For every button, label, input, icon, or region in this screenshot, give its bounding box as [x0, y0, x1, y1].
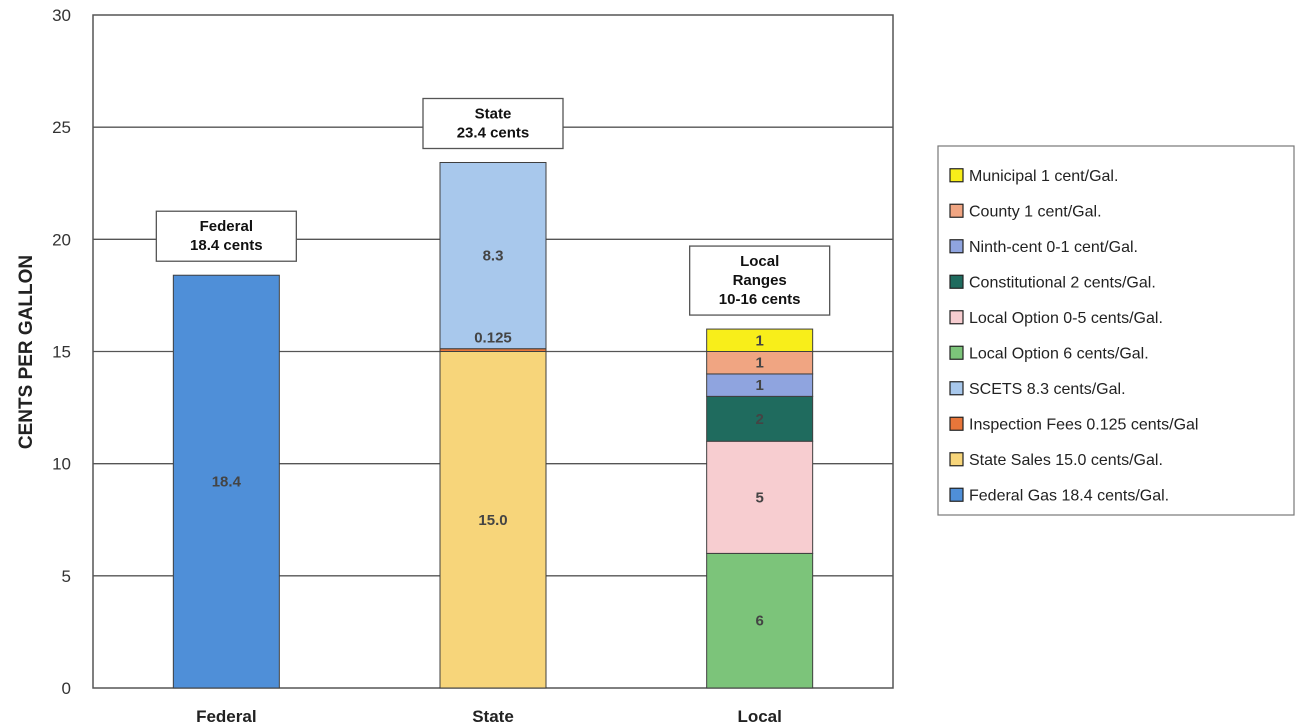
y-tick-label: 5: [62, 567, 71, 586]
segment-label: 18.4: [212, 474, 242, 491]
bars: [172, 161, 814, 689]
segment-label: 2: [755, 411, 763, 428]
legend-entry: Local Option 0-5 cents/Gal.: [969, 310, 1163, 327]
y-tick-label: 20: [52, 230, 71, 249]
segment-label: 1: [755, 332, 763, 349]
legend-entry: State Sales 15.0 cents/Gal.: [969, 452, 1163, 469]
legend-swatch-scets-8-3-cents-gal: [949, 381, 964, 396]
legend-entry: Municipal 1 cent/Gal.: [969, 168, 1118, 185]
segment-label: 6: [755, 613, 763, 630]
x-category-label: State: [472, 707, 514, 725]
legend-entry: Inspection Fees 0.125 cents/Gal: [969, 416, 1198, 433]
bar-segment-local-option-6-cents-gal: [706, 552, 814, 689]
callout-text: State: [475, 105, 512, 122]
bar-segment-local-option-0-5-cents-gal: [706, 440, 814, 554]
segment-label: 0.125: [474, 330, 512, 347]
callout-box: [155, 210, 297, 262]
callout-box: [689, 245, 831, 316]
segment-label: 1: [755, 377, 763, 394]
segment-label: 1: [755, 355, 763, 372]
bar-segment-municipal-1-cent-gal: [706, 328, 814, 353]
callout-boxes: Federal 18.4 cents State 23.4 cents Local Ran…: [155, 97, 831, 316]
callout-box: [422, 97, 564, 150]
callout-text: 23.4 cents: [457, 124, 530, 141]
segment-labels: 18.4 15.0 0.125 8.3 6 5 2 1 1 1: [212, 248, 764, 630]
y-tick-label: 25: [52, 118, 71, 137]
legend-swatch-state-sales-15-0-cents-gal: [949, 452, 964, 467]
legend-swatch-municipal-1-cent-gal: [949, 168, 964, 183]
bar-segment-federal-gas-18-4-cents-gal: [172, 274, 280, 689]
legend-entry: County 1 cent/Gal.: [969, 203, 1102, 220]
x-category-label: Local: [737, 707, 781, 725]
x-category-label: Federal: [196, 707, 256, 725]
callout-text: Federal: [200, 218, 253, 235]
legend-swatch-federal-gas-18-4-cents-gal: [949, 487, 964, 502]
y-tick-label: 0: [62, 679, 71, 698]
callout-text: 18.4 cents: [190, 237, 263, 254]
legend-entry: SCETS 8.3 cents/Gal.: [969, 381, 1126, 398]
segment-label: 15.0: [478, 512, 507, 529]
x-category-labels: Federal State Local: [196, 707, 782, 725]
callout-text: Ranges: [733, 272, 787, 289]
legend-swatch-county-1-cent-gal: [949, 203, 964, 218]
segment-label: 5: [755, 489, 763, 506]
legend-swatch-local-option-0-5-cents-gal: [949, 310, 964, 325]
y-tick-labels: 0 5 10 15 20 25 30: [52, 6, 71, 698]
legend-frame: [937, 145, 1295, 516]
callout-text: Local: [740, 253, 779, 270]
callout-text: 10-16 cents: [719, 291, 801, 308]
legend-entry: Ninth-cent 0-1 cent/Gal.: [969, 239, 1138, 256]
legend-swatch-constitutional-2-cents-gal: [949, 274, 964, 289]
y-axis-label: CENTS PER GALLON: [16, 255, 37, 449]
legend-swatch-ninth-cent-0-1-cent-gal: [949, 239, 964, 254]
bar-segment-scets-8-3-cents-gal: [439, 161, 547, 350]
y-tick-label: 15: [52, 343, 71, 362]
legend: Municipal 1 cent/Gal. County 1 cent/Gal. N…: [937, 145, 1295, 516]
y-tick-label: 30: [52, 6, 71, 25]
legend-swatch-local-option-6-cents-gal: [949, 345, 964, 360]
segment-label: 8.3: [483, 248, 504, 265]
legend-entry: Local Option 6 cents/Gal.: [969, 345, 1149, 362]
y-tick-label: 10: [52, 455, 71, 474]
legend-entry: Federal Gas 18.4 cents/Gal.: [969, 487, 1169, 504]
legend-entry: Constitutional 2 cents/Gal.: [969, 274, 1156, 291]
legend-swatch-inspection-fees-0-125-cents-gal: [949, 416, 964, 431]
